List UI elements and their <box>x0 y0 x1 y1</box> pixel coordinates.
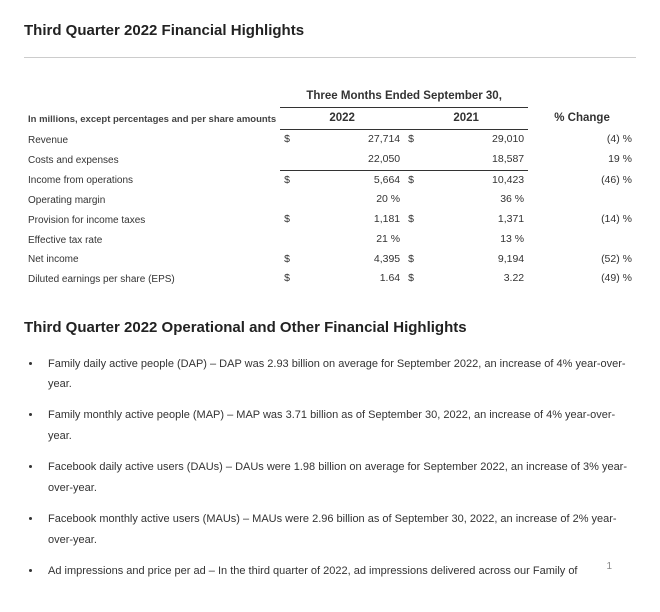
currency-b: $ <box>404 269 418 289</box>
currency-b <box>404 230 418 250</box>
list-item: Ad impressions and price per ad – In the… <box>42 561 636 582</box>
value-a: 21 % <box>294 230 404 250</box>
value-b: 10,423 <box>418 170 528 190</box>
value-b: 13 % <box>418 230 528 250</box>
currency-a: $ <box>280 130 294 150</box>
row-label: Operating margin <box>24 190 280 210</box>
currency-a <box>280 150 294 170</box>
currency-b <box>404 190 418 210</box>
list-item: Facebook monthly active users (MAUs) – M… <box>42 509 636 551</box>
value-b: 29,010 <box>418 130 528 150</box>
pct-change: (14) % <box>528 210 636 230</box>
value-a: 4,395 <box>294 250 404 270</box>
value-b: 3.22 <box>418 269 528 289</box>
financial-table: Three Months Ended September 30, % Chang… <box>24 86 636 290</box>
value-a: 22,050 <box>294 150 404 170</box>
currency-a: $ <box>280 269 294 289</box>
row-label: Diluted earnings per share (EPS) <box>24 269 280 289</box>
pct-change: (49) % <box>528 269 636 289</box>
row-label: Net income <box>24 250 280 270</box>
pct-change <box>528 190 636 210</box>
currency-b: $ <box>404 130 418 150</box>
highlights-list: Family daily active people (DAP) – DAP w… <box>42 354 636 582</box>
year-2022-header: 2022 <box>280 107 404 129</box>
row-label: Revenue <box>24 130 280 150</box>
table-row: Effective tax rate 21 % 13 % <box>24 230 636 250</box>
currency-b: $ <box>404 250 418 270</box>
page: { "section1_title": "Third Quarter 2022 … <box>24 20 636 582</box>
value-b: 9,194 <box>418 250 528 270</box>
value-b: 36 % <box>418 190 528 210</box>
row-label: Provision for income taxes <box>24 210 280 230</box>
currency-a <box>280 190 294 210</box>
table-super-header: Three Months Ended September 30, <box>280 86 528 108</box>
financial-highlights-heading: Third Quarter 2022 Financial Highlights <box>24 20 636 43</box>
list-item: Facebook daily active users (DAUs) – DAU… <box>42 457 636 499</box>
value-a: 1.64 <box>294 269 404 289</box>
pct-change: (52) % <box>528 250 636 270</box>
pct-change: (46) % <box>528 170 636 190</box>
currency-a: $ <box>280 210 294 230</box>
row-label: Income from operations <box>24 170 280 190</box>
currency-a: $ <box>280 250 294 270</box>
table-row: Diluted earnings per share (EPS)$1.64$3.… <box>24 269 636 289</box>
value-a: 27,714 <box>294 130 404 150</box>
value-b: 1,371 <box>418 210 528 230</box>
pct-change <box>528 230 636 250</box>
list-item: Family monthly active people (MAP) – MAP… <box>42 405 636 447</box>
pct-change: 19 % <box>528 150 636 170</box>
table-row: Revenue$27,714$29,010(4) % <box>24 130 636 150</box>
row-label: Costs and expenses <box>24 150 280 170</box>
currency-b: $ <box>404 210 418 230</box>
table-row: Income from operations$5,664$10,423(46) … <box>24 170 636 190</box>
operational-highlights-heading: Third Quarter 2022 Operational and Other… <box>24 317 636 340</box>
table-row: Provision for income taxes$1,181$1,371(1… <box>24 210 636 230</box>
row-label: Effective tax rate <box>24 230 280 250</box>
currency-a: $ <box>280 170 294 190</box>
year-2021-header: 2021 <box>404 107 528 129</box>
value-a: 20 % <box>294 190 404 210</box>
list-item: Family daily active people (DAP) – DAP w… <box>42 354 636 396</box>
value-a: 5,664 <box>294 170 404 190</box>
currency-b: $ <box>404 170 418 190</box>
table-row: Net income$4,395$9,194(52) % <box>24 250 636 270</box>
pct-change-header: % Change <box>528 86 636 130</box>
currency-b <box>404 150 418 170</box>
value-b: 18,587 <box>418 150 528 170</box>
table-row: Operating margin 20 % 36 % <box>24 190 636 210</box>
page-number: 1 <box>606 559 612 574</box>
pct-change: (4) % <box>528 130 636 150</box>
divider <box>24 57 636 58</box>
currency-a <box>280 230 294 250</box>
value-a: 1,181 <box>294 210 404 230</box>
table-caption: In millions, except percentages and per … <box>24 107 280 129</box>
table-row: Costs and expenses 22,050 18,58719 % <box>24 150 636 170</box>
